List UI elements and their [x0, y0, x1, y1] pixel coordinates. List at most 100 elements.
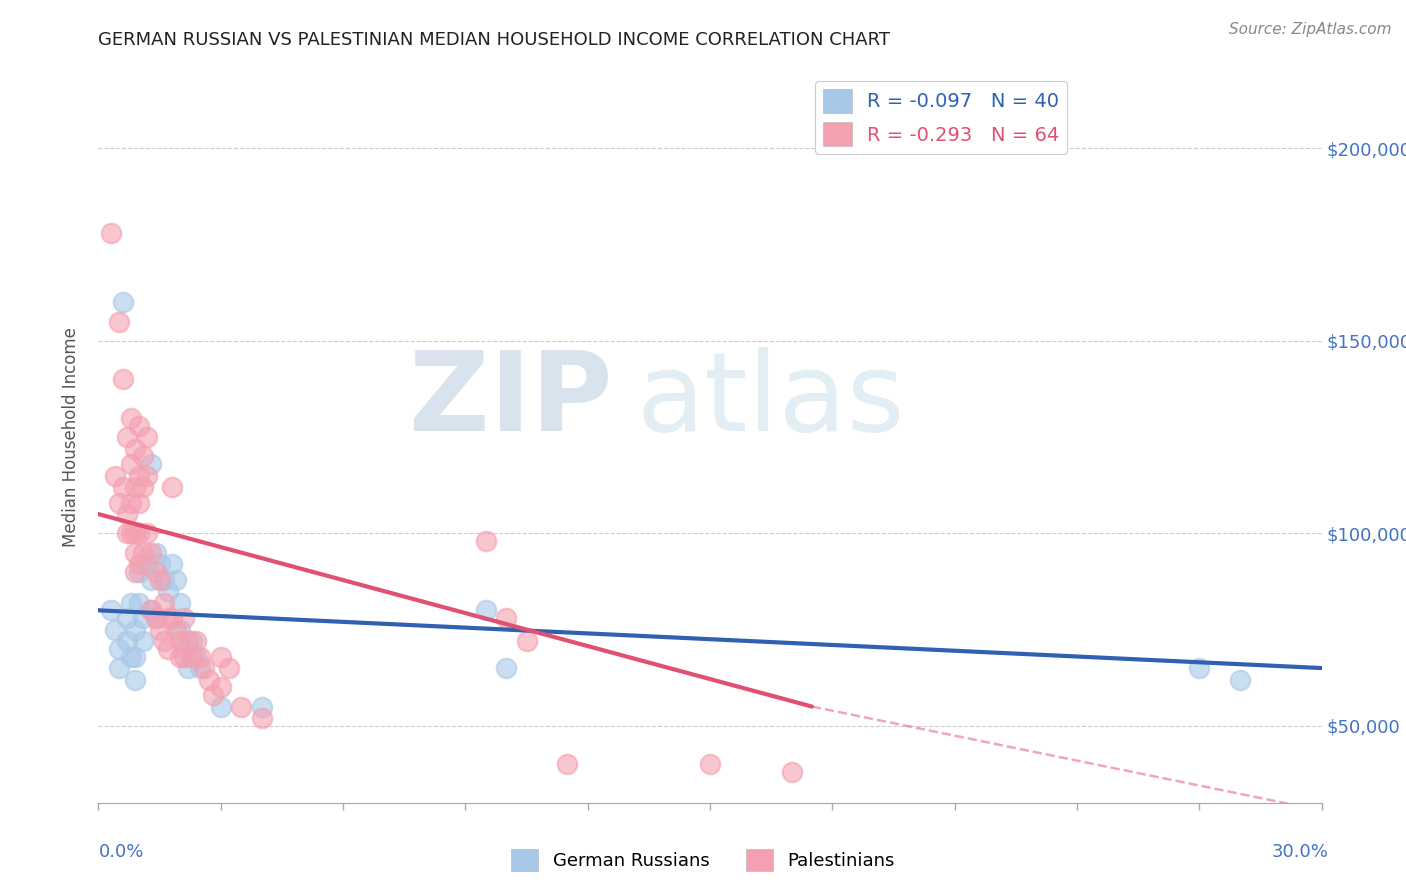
Point — [124, 526, 146, 541]
Legend: German Russians, Palestinians: German Russians, Palestinians — [505, 842, 901, 879]
Point — [780, 764, 803, 779]
Point — [173, 641, 195, 656]
Point — [156, 641, 179, 656]
Point — [124, 673, 146, 687]
Point — [120, 526, 142, 541]
Point — [104, 468, 127, 483]
Point — [111, 295, 134, 310]
Point — [156, 584, 179, 599]
Point — [108, 315, 131, 329]
Point — [120, 596, 142, 610]
Point — [115, 611, 138, 625]
Point — [495, 611, 517, 625]
Text: GERMAN RUSSIAN VS PALESTINIAN MEDIAN HOUSEHOLD INCOME CORRELATION CHART: GERMAN RUSSIAN VS PALESTINIAN MEDIAN HOU… — [98, 31, 890, 49]
Point — [100, 603, 122, 617]
Point — [149, 573, 172, 587]
Point — [111, 480, 134, 494]
Point — [132, 450, 155, 464]
Point — [173, 611, 195, 625]
Point — [201, 688, 224, 702]
Point — [173, 649, 195, 664]
Point — [136, 468, 159, 483]
Point — [474, 534, 498, 549]
Point — [152, 573, 174, 587]
Point — [124, 442, 146, 456]
Point — [169, 596, 191, 610]
Point — [132, 634, 155, 648]
Text: Source: ZipAtlas.com: Source: ZipAtlas.com — [1229, 22, 1392, 37]
Point — [197, 673, 219, 687]
Point — [555, 757, 579, 772]
Point — [141, 573, 163, 587]
Point — [128, 495, 150, 509]
Point — [136, 557, 159, 571]
Point — [128, 565, 150, 579]
Point — [1188, 661, 1211, 675]
Text: ZIP: ZIP — [409, 347, 612, 454]
Point — [186, 634, 208, 648]
Point — [100, 226, 122, 240]
Point — [120, 495, 142, 509]
Point — [145, 611, 167, 625]
Point — [136, 526, 159, 541]
Point — [115, 634, 138, 648]
Point — [115, 507, 138, 521]
Point — [188, 661, 212, 675]
Point — [124, 623, 146, 637]
Legend: R = -0.097   N = 40, R = -0.293   N = 64: R = -0.097 N = 40, R = -0.293 N = 64 — [814, 81, 1067, 153]
Point — [120, 410, 142, 425]
Point — [160, 611, 183, 625]
Point — [141, 545, 163, 559]
Point — [186, 649, 208, 664]
Point — [474, 603, 498, 617]
Point — [152, 634, 174, 648]
Point — [115, 430, 138, 444]
Point — [193, 661, 215, 675]
Point — [169, 634, 191, 648]
Point — [104, 623, 127, 637]
Y-axis label: Median Household Income: Median Household Income — [62, 327, 80, 547]
Point — [149, 623, 172, 637]
Point — [250, 699, 273, 714]
Point — [495, 661, 517, 675]
Point — [115, 526, 138, 541]
Point — [132, 545, 155, 559]
Point — [152, 596, 174, 610]
Point — [169, 623, 191, 637]
Point — [188, 649, 212, 664]
Point — [128, 418, 150, 433]
Point — [165, 573, 187, 587]
Point — [128, 557, 150, 571]
Point — [124, 545, 146, 559]
Point — [124, 480, 146, 494]
Point — [165, 623, 187, 637]
Point — [160, 480, 183, 494]
Point — [145, 611, 167, 625]
Point — [108, 641, 131, 656]
Point — [120, 457, 142, 471]
Point — [132, 611, 155, 625]
Point — [209, 699, 232, 714]
Point — [120, 649, 142, 664]
Point — [145, 545, 167, 559]
Point — [218, 661, 240, 675]
Point — [141, 457, 163, 471]
Point — [250, 711, 273, 725]
Point — [209, 681, 232, 695]
Point — [108, 495, 131, 509]
Text: atlas: atlas — [637, 347, 905, 454]
Point — [145, 565, 167, 579]
Point — [128, 526, 150, 541]
Point — [177, 661, 200, 675]
Text: 30.0%: 30.0% — [1272, 843, 1329, 861]
Point — [699, 757, 721, 772]
Point — [516, 634, 538, 648]
Point — [149, 557, 172, 571]
Point — [169, 649, 191, 664]
Text: 0.0%: 0.0% — [98, 843, 143, 861]
Point — [111, 372, 134, 386]
Point — [160, 557, 183, 571]
Point — [156, 611, 179, 625]
Point — [141, 603, 163, 617]
Point — [132, 480, 155, 494]
